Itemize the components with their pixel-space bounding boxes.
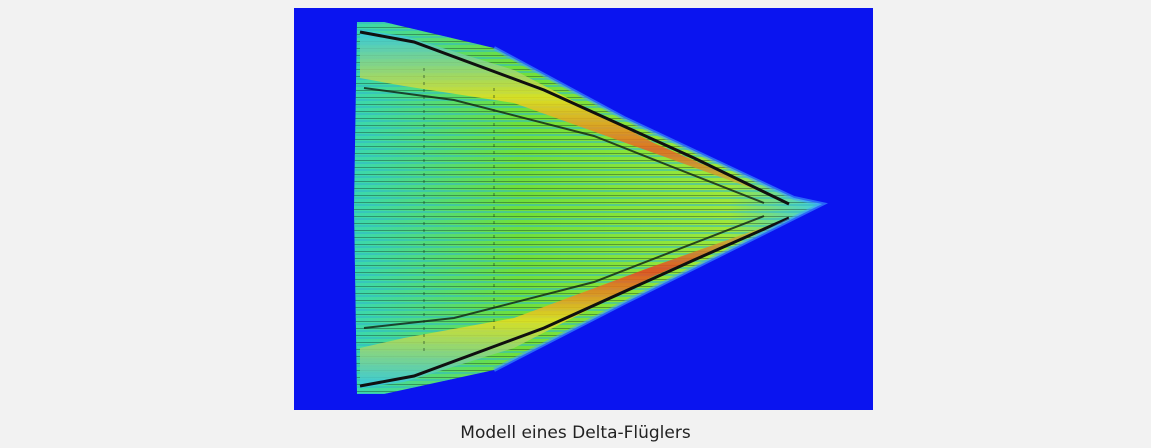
caption: Modell eines Delta-Flüglers <box>0 423 1151 443</box>
figure: Modell eines Delta-Flüglers <box>0 0 1151 448</box>
figure-image <box>294 8 873 410</box>
page: Modell eines Delta-Flüglers (() => { con… <box>0 0 1151 448</box>
